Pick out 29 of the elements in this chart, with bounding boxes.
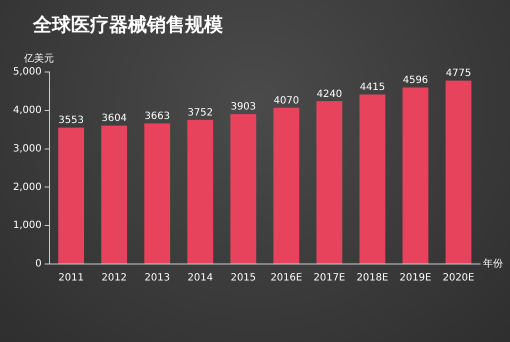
data-label: 4775 (446, 68, 472, 80)
x-tick-label: 2015 (230, 272, 256, 284)
x-tick-label: 2019E (400, 272, 432, 284)
data-label: 3663 (144, 110, 170, 122)
y-tick-label: 3,000 (12, 143, 42, 154)
x-tick-label: 2013 (144, 272, 170, 284)
chart-title: 全球医疗器械销售规模 (33, 13, 223, 38)
data-label: 4070 (274, 95, 300, 106)
x-tick-label: 2017E (313, 272, 346, 284)
data-label: 3903 (230, 102, 256, 113)
y-tick-label: 2,000 (12, 182, 42, 193)
x-tick-label: 2012 (101, 272, 127, 284)
x-tick-label: 2020E (442, 272, 474, 284)
x-tick-label: 2018E (356, 272, 388, 284)
data-label: 4415 (360, 82, 386, 94)
x-tick-label: 2016E (270, 272, 302, 284)
data-label: 3553 (58, 115, 84, 126)
y-tick-label: 4,000 (12, 104, 42, 116)
x-tick-label: 2014 (188, 272, 213, 284)
y-tick-label: 5,000 (12, 66, 42, 78)
x-axis-title: 年份 (483, 258, 503, 270)
y-tick-label: 1,000 (12, 220, 42, 232)
x-tick-label: 2011 (58, 272, 84, 284)
data-label: 3604 (101, 113, 127, 124)
data-label: 3752 (188, 108, 213, 119)
y-tick-label: 0 (35, 258, 42, 270)
data-label: 4596 (402, 75, 428, 86)
data-label: 4240 (316, 88, 342, 100)
y-axis-title: 亿美元 (23, 52, 54, 65)
